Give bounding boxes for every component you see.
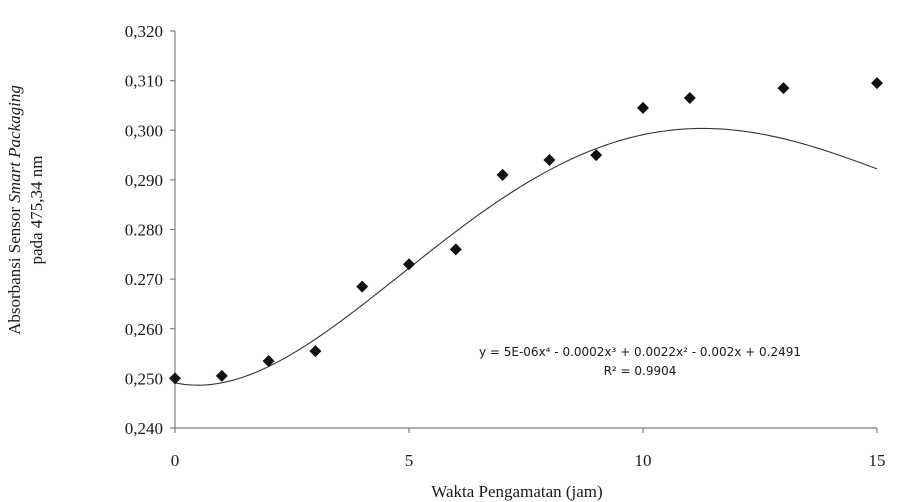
data-point	[777, 82, 790, 95]
y-axis-title-line1: Absorbansi Sensor Smart Packaging	[5, 85, 24, 335]
y-tick-label: 0,240	[125, 419, 163, 438]
data-point	[871, 77, 883, 90]
x-tick-label: 0	[171, 451, 180, 470]
y-tick-label: 0,300	[125, 121, 163, 140]
y-axis-title-line2: pada 475,34 nm	[27, 155, 46, 264]
data-point	[449, 243, 462, 256]
data-point	[590, 149, 603, 162]
data-point	[169, 372, 181, 385]
axes	[174, 31, 877, 429]
data-point	[543, 154, 556, 167]
y-ticks: 0,240 0,250 0,260 0.270 0.280 0,290 0,300 0,310…	[125, 22, 175, 438]
data-point	[496, 168, 509, 181]
y-axis-title-line1-main: Absorbansi Sensor	[5, 203, 24, 335]
data-points	[169, 77, 883, 385]
y-tick-label: 0,310	[125, 72, 163, 91]
x-ticks: 0 5 10 15	[171, 428, 886, 470]
y-tick-label: 0.270	[125, 270, 163, 289]
y-tick-label: 0,250	[125, 369, 163, 388]
trendline-r-squared: R² = 0.9904	[604, 364, 677, 378]
x-tick-label: 15	[869, 451, 886, 470]
data-point	[215, 369, 228, 382]
data-point	[637, 101, 649, 114]
x-axis-title: Wakta Pengamatan (jam)	[431, 482, 602, 501]
data-point	[683, 91, 696, 104]
y-tick-label: 0,290	[125, 171, 163, 190]
data-point	[309, 345, 322, 358]
y-tick-label: 0,260	[125, 320, 163, 339]
x-tick-label: 10	[635, 451, 652, 470]
trendline-curve	[174, 127, 878, 386]
trendline-equation: y = 5E-06x⁴ - 0.0002x³ + 0.0022x² - 0.00…	[479, 345, 801, 359]
data-point	[403, 258, 415, 271]
x-tick-label: 5	[405, 451, 414, 470]
data-point	[356, 280, 369, 293]
data-point	[262, 355, 275, 368]
y-tick-label: 0.280	[125, 221, 163, 240]
y-tick-label: 0,320	[125, 22, 163, 41]
y-axis-title-line1-italic: Smart Packaging	[5, 85, 24, 203]
